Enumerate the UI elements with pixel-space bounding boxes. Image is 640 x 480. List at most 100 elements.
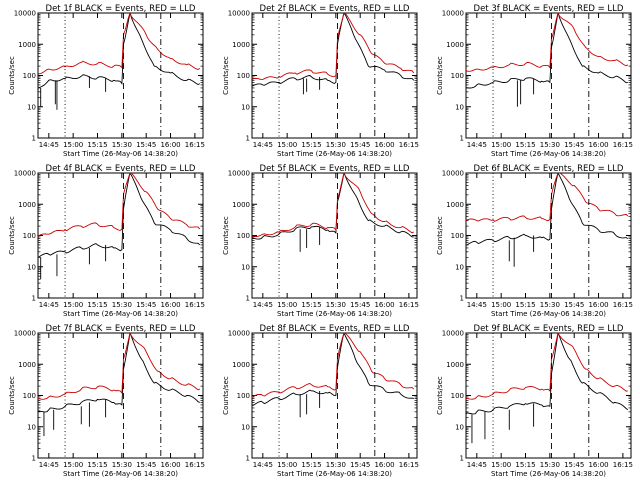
y-axis-label: Counts/sec xyxy=(436,216,444,255)
series-events-line xyxy=(38,13,201,89)
x-tick-label: 15:00 xyxy=(63,461,83,469)
panel-title: Det 1f BLACK = Events, RED = LLD xyxy=(46,4,196,14)
x-tick-label: 14:45 xyxy=(467,461,487,469)
x-tick-label: 15:00 xyxy=(277,141,297,149)
x-tick-label: 15:00 xyxy=(277,301,297,309)
x-tick-label: 16:00 xyxy=(160,141,180,149)
panel-det-8: Det 8f BLACK = Events, RED = LLD 1 10 100 10… xyxy=(222,324,419,478)
plot-frame xyxy=(37,12,204,139)
x-tick-label: 14:45 xyxy=(467,301,487,309)
x-axis-label: Start Time (26-May-06 14:38:20) xyxy=(63,310,178,318)
y-axis-label: Counts/sec xyxy=(436,56,444,95)
x-axis-label: Start Time (26-May-06 14:38:20) xyxy=(491,150,606,158)
x-tick-label: 15:15 xyxy=(87,141,107,149)
x-tick-label: 14:45 xyxy=(467,141,487,149)
x-axis-label: Start Time (26-May-06 14:38:20) xyxy=(63,470,178,478)
y-axis-label: Counts/sec xyxy=(222,216,230,255)
x-tick-label: 14:45 xyxy=(253,301,273,309)
y-tick-label: 1000 xyxy=(446,361,464,369)
x-tick-label: 16:15 xyxy=(399,301,419,309)
x-tick-label: 16:15 xyxy=(399,461,419,469)
y-tick-label: 1000 xyxy=(446,201,464,209)
x-tick-label: 15:45 xyxy=(350,461,370,469)
x-tick-label: 15:45 xyxy=(350,301,370,309)
y-tick-label: 1 xyxy=(460,455,464,463)
y-tick-label: 10 xyxy=(27,103,36,111)
x-tick-label: 15:15 xyxy=(87,461,107,469)
panel-det-3: Det 3f BLACK = Events, RED = LLD 1 10 100 10… xyxy=(436,4,633,158)
x-tick-label: 15:30 xyxy=(326,301,346,309)
x-tick-label: 16:15 xyxy=(185,141,205,149)
y-tick-label: 10 xyxy=(27,423,36,431)
x-tick-label: 16:00 xyxy=(160,461,180,469)
y-tick-label: 1 xyxy=(246,135,250,143)
y-tick-label: 10000 xyxy=(14,170,36,178)
x-tick-label: 16:00 xyxy=(588,461,608,469)
panel-title: Det 9f BLACK = Events, RED = LLD xyxy=(474,324,624,334)
panel-title: Det 7f BLACK = Events, RED = LLD xyxy=(46,324,196,334)
y-tick-label: 1 xyxy=(32,295,36,303)
y-tick-label: 10000 xyxy=(14,10,36,18)
y-tick-label: 1000 xyxy=(232,41,250,49)
panel-title: Det 3f BLACK = Events, RED = LLD xyxy=(474,4,624,14)
y-tick-label: 100 xyxy=(451,72,464,80)
x-tick-label: 14:45 xyxy=(39,141,59,149)
y-tick-label: 10 xyxy=(27,263,36,271)
y-tick-label: 1 xyxy=(460,135,464,143)
panel-title: Det 2f BLACK = Events, RED = LLD xyxy=(260,4,410,14)
panel-det-1: Det 1f BLACK = Events, RED = LLD 1 10 100 10… xyxy=(8,4,205,158)
panel-det-9: Det 9f BLACK = Events, RED = LLD 1 10 100 10… xyxy=(436,324,633,478)
x-tick-label: 15:15 xyxy=(515,461,535,469)
x-tick-label: 15:00 xyxy=(491,301,511,309)
y-tick-label: 10 xyxy=(455,103,464,111)
y-axis-label: Counts/sec xyxy=(8,216,16,255)
panel-title: Det 8f BLACK = Events, RED = LLD xyxy=(260,324,410,334)
x-tick-label: 15:15 xyxy=(515,141,535,149)
y-tick-label: 1000 xyxy=(232,201,250,209)
y-tick-label: 1000 xyxy=(18,361,36,369)
y-tick-label: 1 xyxy=(246,455,250,463)
x-tick-label: 15:30 xyxy=(540,141,560,149)
x-tick-label: 15:15 xyxy=(87,301,107,309)
panel-det-4: Det 4f BLACK = Events, RED = LLD 1 10 100 10… xyxy=(8,164,205,318)
y-tick-label: 10000 xyxy=(442,170,464,178)
x-tick-label: 15:30 xyxy=(112,461,132,469)
x-tick-label: 14:45 xyxy=(253,141,273,149)
x-tick-label: 15:30 xyxy=(112,301,132,309)
x-axis-label: Start Time (26-May-06 14:38:20) xyxy=(491,310,606,318)
x-tick-label: 15:45 xyxy=(350,141,370,149)
y-axis-label: Counts/sec xyxy=(8,376,16,415)
x-tick-label: 15:45 xyxy=(564,141,584,149)
series-events-line xyxy=(38,173,201,258)
series-events-line xyxy=(38,333,200,413)
y-tick-label: 100 xyxy=(237,72,250,80)
plot-frame xyxy=(37,332,204,459)
panel-det-7: Det 7f BLACK = Events, RED = LLD 1 10 100 10… xyxy=(8,324,205,478)
series-lld-line xyxy=(252,13,415,81)
y-axis-label: Counts/sec xyxy=(8,56,16,95)
y-tick-label: 100 xyxy=(23,392,36,400)
panel-title: Det 5f BLACK = Events, RED = LLD xyxy=(260,164,410,174)
x-tick-label: 16:15 xyxy=(613,461,633,469)
y-tick-label: 1 xyxy=(246,295,250,303)
x-tick-label: 15:00 xyxy=(491,141,511,149)
panel-det-6: Det 6f BLACK = Events, RED = LLD 1 10 100 10… xyxy=(436,164,633,318)
x-axis-label: Start Time (26-May-06 14:38:20) xyxy=(277,150,392,158)
x-tick-label: 16:00 xyxy=(160,301,180,309)
series-events-line xyxy=(466,13,628,89)
y-tick-label: 10000 xyxy=(228,330,250,338)
series-events-line xyxy=(252,13,415,87)
x-tick-label: 16:00 xyxy=(374,141,394,149)
x-tick-label: 15:45 xyxy=(136,141,156,149)
x-axis-label: Start Time (26-May-06 14:38:20) xyxy=(277,310,392,318)
x-axis-label: Start Time (26-May-06 14:38:20) xyxy=(63,150,178,158)
series-lld-line xyxy=(252,333,415,398)
series-lld-line xyxy=(38,13,201,75)
y-axis-label: Counts/sec xyxy=(222,376,230,415)
panel-det-2: Det 2f BLACK = Events, RED = LLD 1 10 100 10… xyxy=(222,4,419,158)
x-tick-label: 15:15 xyxy=(301,461,321,469)
y-tick-label: 1 xyxy=(32,455,36,463)
x-tick-label: 15:45 xyxy=(136,461,156,469)
y-tick-label: 1000 xyxy=(18,201,36,209)
